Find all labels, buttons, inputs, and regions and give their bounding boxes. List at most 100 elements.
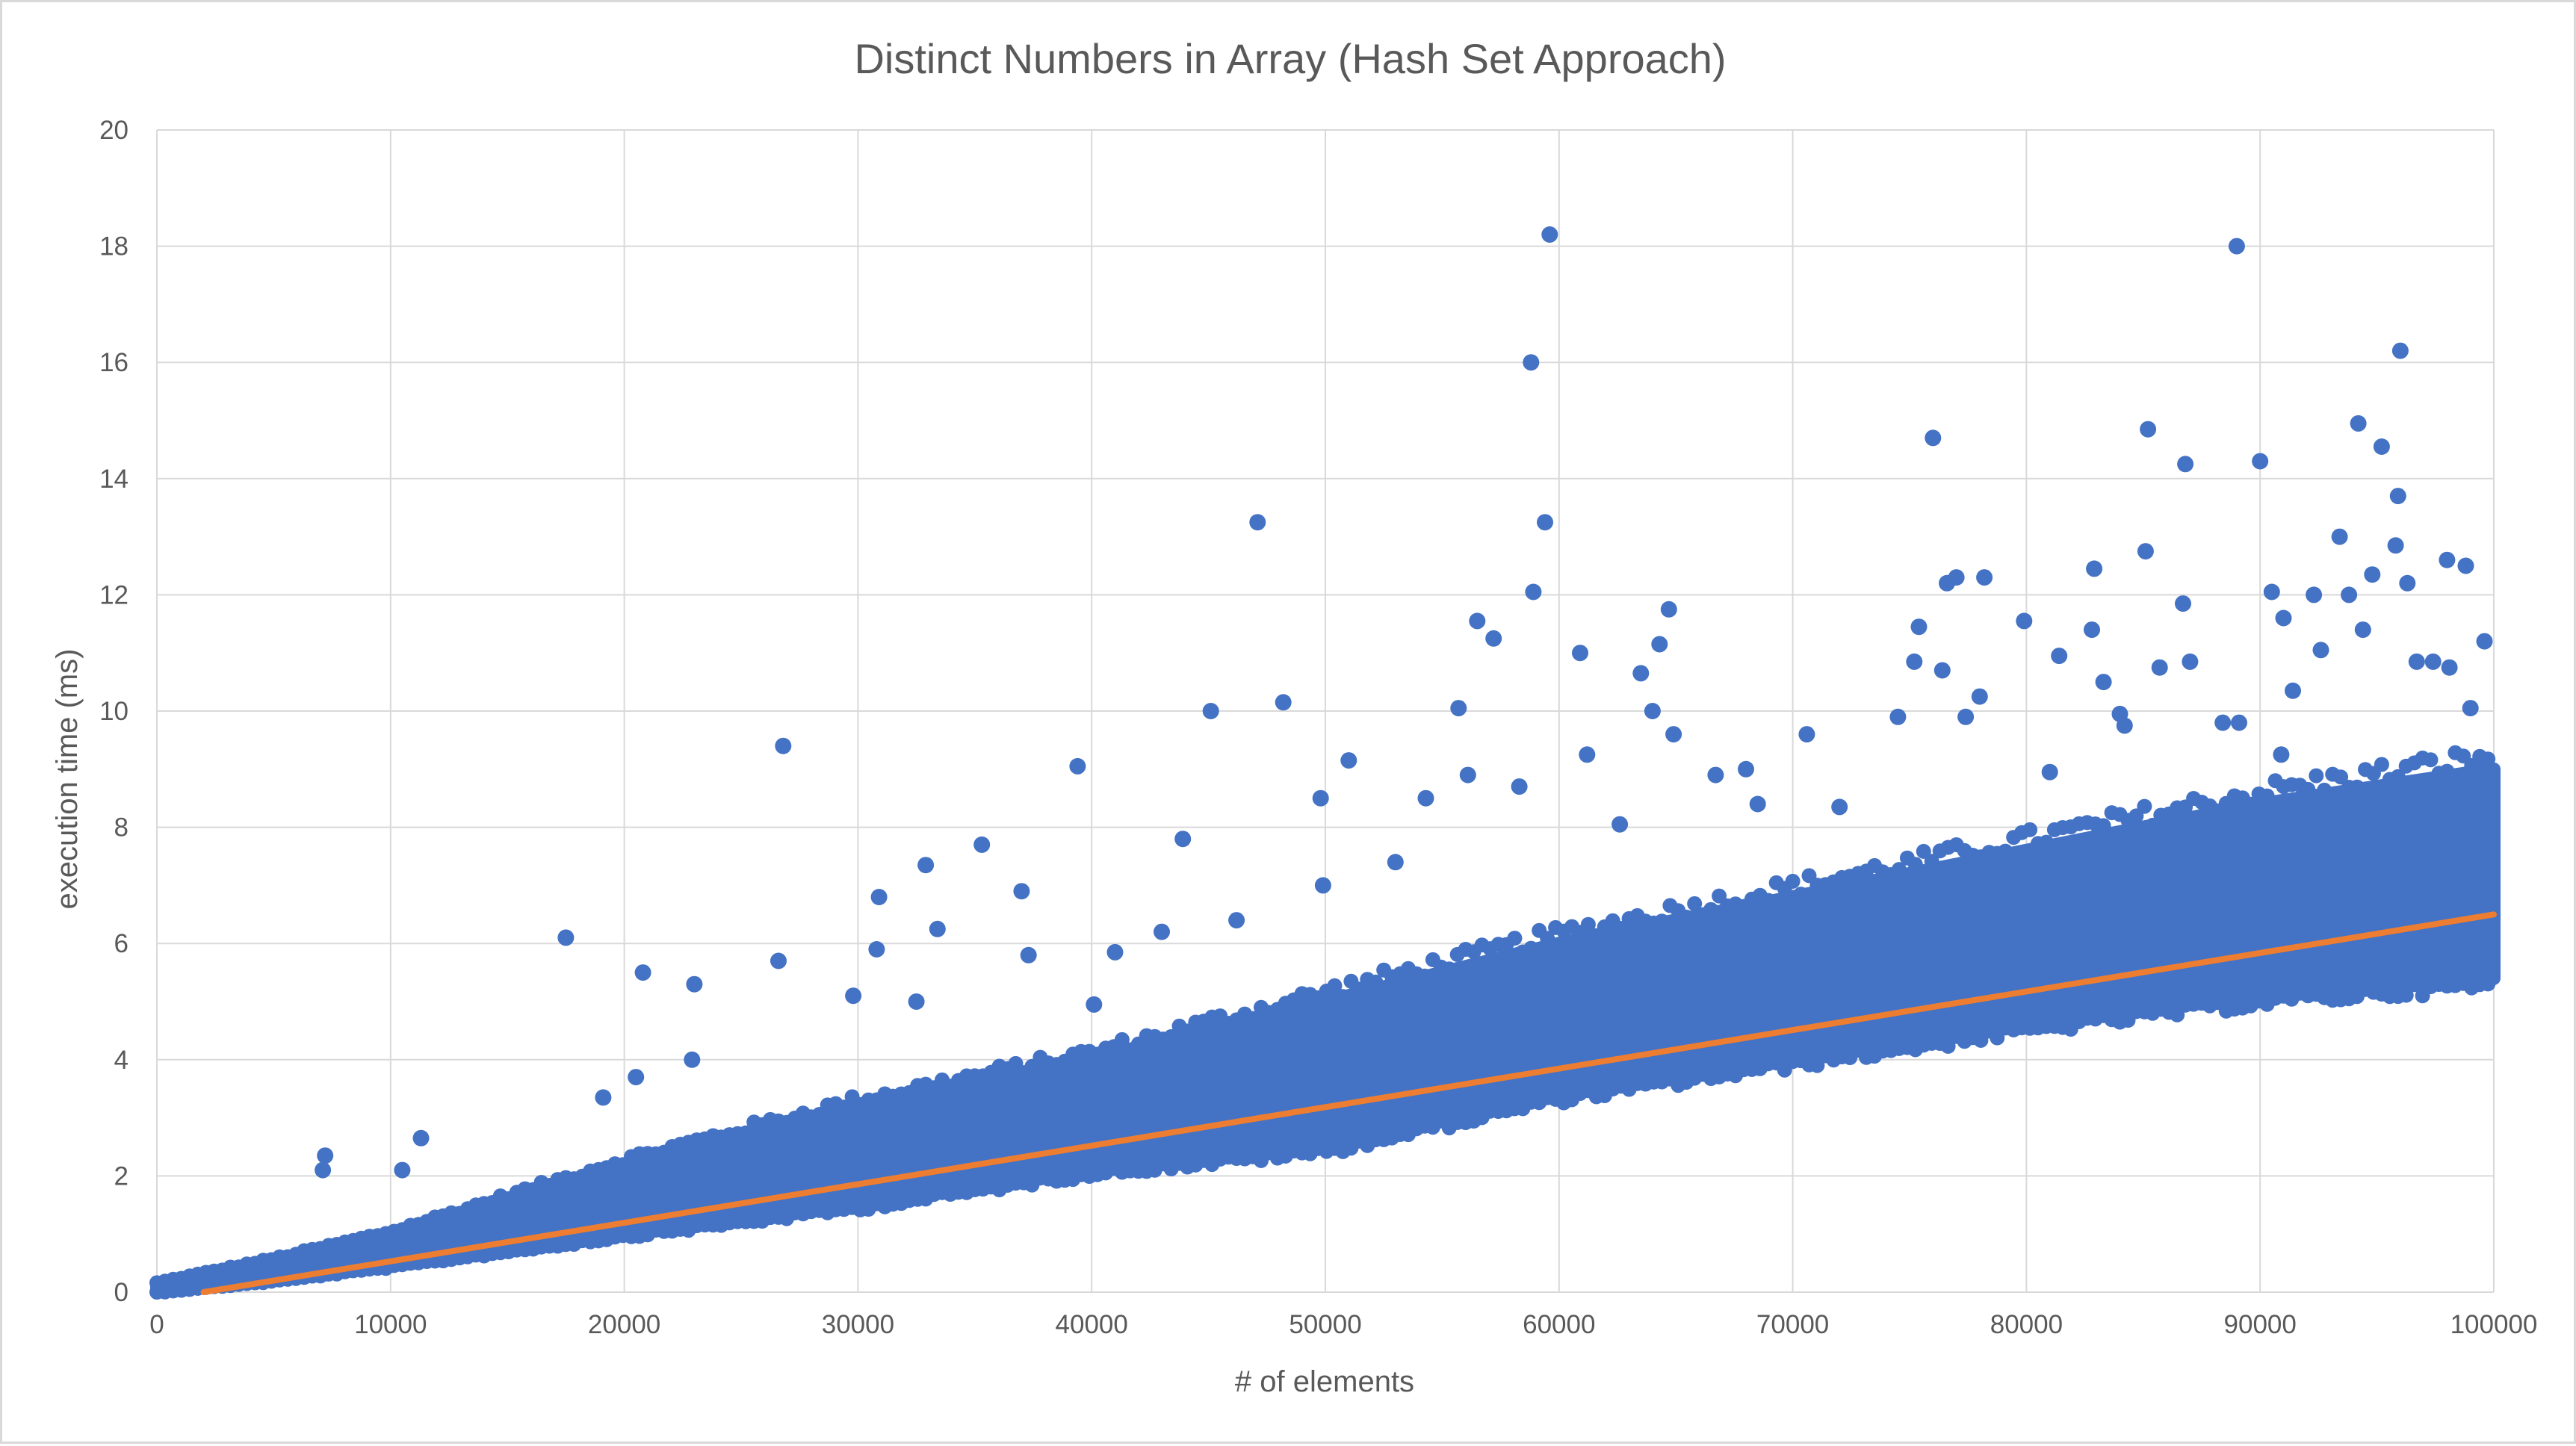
data-point: [2441, 659, 2458, 676]
band-edge-point: [2243, 796, 2258, 812]
data-point: [1651, 636, 1668, 653]
band-edge-point: [1809, 1058, 1825, 1073]
data-point: [2214, 714, 2232, 731]
data-point: [2111, 705, 2128, 722]
data-point: [2228, 238, 2245, 255]
data-point: [2140, 421, 2157, 438]
data-point: [1798, 726, 1815, 743]
data-point: [868, 941, 885, 958]
data-point: [634, 964, 651, 981]
data-point: [2175, 595, 2191, 612]
y-tick-label: 6: [114, 929, 129, 958]
data-point: [2263, 583, 2280, 601]
band-edge-point: [1916, 843, 1931, 859]
data-point: [1632, 665, 1650, 682]
data-point: [2086, 560, 2103, 577]
band-edge-point: [2333, 769, 2349, 785]
trendline-layer: [200, 911, 2497, 1295]
data-point: [684, 1051, 701, 1068]
data-point: [412, 1129, 430, 1146]
data-point: [1707, 766, 1724, 783]
tick-labels: 0 2 4 6 8 10 12 14 16 18 20 0 10000 20000 30000 40000 50…: [99, 116, 2537, 1339]
band-edge-point: [1940, 1038, 1956, 1054]
data-point: [2471, 755, 2489, 772]
data-point: [317, 1147, 334, 1164]
data-point: [2354, 621, 2371, 639]
data-point: [2391, 342, 2409, 359]
band-edge-point: [2309, 768, 2324, 783]
y-tick-label: 4: [114, 1046, 129, 1075]
data-point: [908, 993, 925, 1010]
data-point: [2350, 415, 2367, 432]
data-point: [1459, 766, 1476, 783]
band-edge-point: [1368, 974, 1384, 990]
gridlines: [156, 129, 2495, 1293]
y-tick-label: 16: [99, 348, 129, 377]
data-point: [2285, 682, 2301, 699]
data-point: [1069, 757, 1086, 775]
data-point: [1831, 798, 1848, 816]
band-edge-point: [738, 1125, 754, 1141]
data-point: [1275, 694, 1292, 711]
data-point: [1174, 831, 1192, 848]
x-axis-label: # of elements: [1235, 1365, 1414, 1398]
y-tick-label: 14: [99, 465, 129, 494]
data-point: [2051, 648, 2068, 665]
band-edge-point: [1654, 913, 1670, 929]
x-tick-label: 10000: [354, 1310, 427, 1339]
data-point: [2137, 543, 2154, 560]
band-edge-point: [2439, 763, 2455, 779]
data-point: [2389, 488, 2406, 505]
band-edge-point: [2022, 822, 2038, 837]
y-tick-label: 18: [99, 232, 129, 261]
band-edge-point: [1785, 873, 1801, 889]
band-edge-point: [2480, 976, 2496, 992]
band-edge-point: [2374, 757, 2389, 772]
band-edge-point: [2317, 782, 2332, 798]
y-tick-label: 0: [114, 1278, 129, 1307]
data-point: [2016, 612, 2033, 630]
y-tick-label: 12: [99, 580, 129, 609]
data-point: [1957, 708, 1975, 725]
data-point: [2095, 674, 2112, 691]
y-tick-label: 8: [114, 813, 129, 843]
band-edge-point: [2170, 1007, 2185, 1023]
x-tick-label: 50000: [1289, 1310, 1361, 1339]
data-point: [1660, 601, 1677, 618]
band-edge-point: [1760, 893, 1776, 908]
band-edge-point: [1703, 902, 1719, 917]
data-point: [1020, 946, 1037, 964]
data-point: [1485, 630, 1502, 647]
data-point: [2462, 700, 2479, 717]
data-point: [2476, 633, 2493, 650]
data-point: [1738, 760, 1754, 778]
data-point: [1228, 912, 1245, 929]
data-point: [1933, 662, 1951, 679]
data-point: [1906, 653, 1923, 670]
data-point: [686, 975, 703, 993]
band-edge-point: [1793, 887, 1809, 902]
x-tick-label: 80000: [1990, 1310, 2063, 1339]
band-edge-point: [1417, 968, 1432, 984]
data-point: [1202, 703, 1219, 719]
data-point: [775, 737, 792, 754]
data-point: [1314, 877, 1331, 894]
data-point: [1154, 923, 1170, 940]
data-point: [2331, 528, 2348, 545]
data-point: [1925, 429, 1942, 447]
band-edge-point: [1998, 843, 2013, 859]
data-point: [1340, 752, 1357, 769]
band-edge-point: [1540, 931, 1555, 946]
band-edge-point: [1441, 961, 1457, 977]
band-edge-point: [1523, 940, 1539, 956]
data-point: [2182, 653, 2199, 670]
band-edge-point: [1712, 888, 1727, 904]
data-point: [1541, 226, 1558, 243]
band-edge-point: [2398, 987, 2414, 1003]
data-point: [315, 1161, 332, 1179]
trendline: [200, 911, 2497, 1295]
data-point: [1450, 700, 1467, 717]
data-point: [870, 889, 888, 905]
data-point: [1579, 746, 1596, 763]
